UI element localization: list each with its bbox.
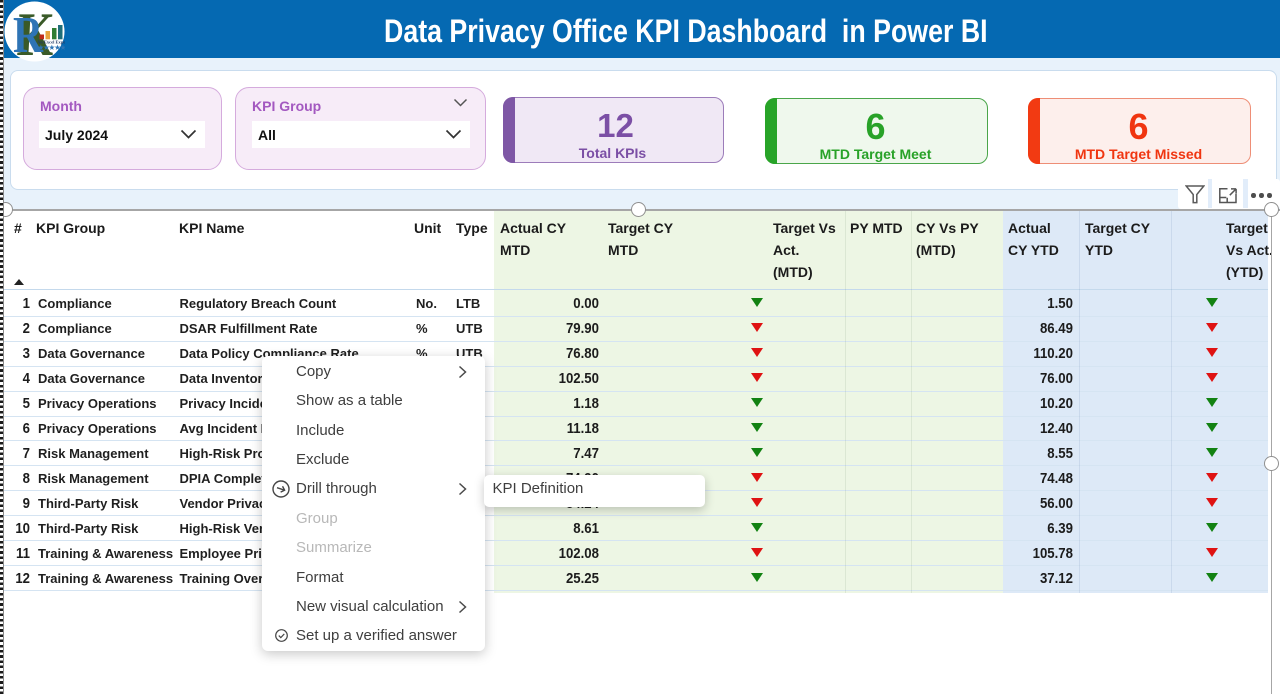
svg-text:An Excel Expert: An Excel Expert [37,40,65,45]
svg-text:★★★★★: ★★★★★ [38,43,66,52]
svg-text:R: R [13,7,44,62]
